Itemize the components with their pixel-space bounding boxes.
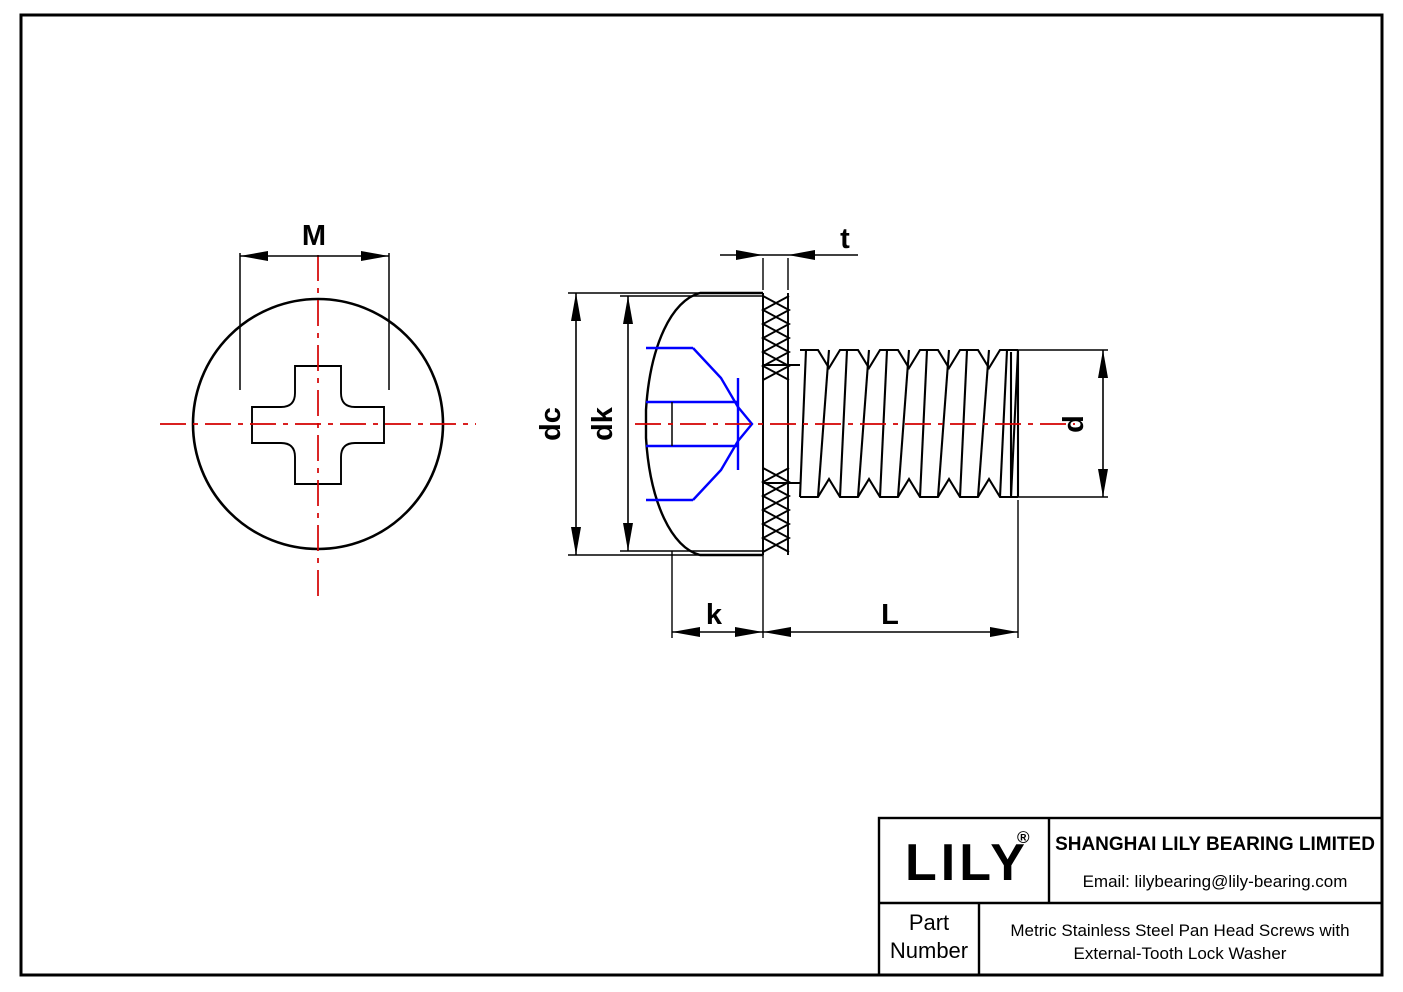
dimension-label-k: k [706, 599, 723, 631]
dimension-k: k [671, 551, 764, 638]
arrow-M-left [240, 251, 268, 261]
dimension-label-t: t [840, 223, 850, 255]
dimension-L: L [763, 500, 1019, 638]
arrow-t-right [788, 250, 815, 260]
screw-side-view: t dc dk d [535, 223, 1108, 638]
dimension-dc: dc [535, 292, 763, 556]
part-number-label-line2: Number [890, 938, 968, 963]
recess-projection-lines [646, 346, 754, 502]
dimension-label-dc: dc [535, 407, 567, 441]
arrow-dk-top [623, 296, 633, 324]
arrow-M-right [361, 251, 389, 261]
title-block-frame [877, 816, 1384, 977]
company-name: SHANGHAI LILY BEARING LIMITED [1055, 834, 1375, 855]
arrow-dc-bottom [571, 527, 581, 555]
sheet-border [19, 13, 1384, 977]
dimension-M: M [239, 220, 390, 390]
dimension-label-d: d [1058, 415, 1090, 433]
arrow-L-left [763, 627, 791, 637]
arrow-dk-bottom [623, 523, 633, 551]
company-email: Email: lilybearing@lily-bearing.com [1083, 872, 1348, 891]
arrow-d-top [1098, 350, 1108, 378]
dimension-label-M: M [302, 220, 326, 252]
dimension-label-L: L [881, 599, 899, 631]
registered-trademark-icon: ® [1017, 828, 1030, 847]
product-description-line2: External-Tooth Lock Washer [1074, 944, 1287, 963]
dimension-label-dk: dk [587, 406, 619, 441]
arrow-L-right [990, 627, 1018, 637]
phillips-cross-recess [251, 365, 385, 485]
dimension-d: d [1011, 349, 1108, 498]
lily-logo-text: LILY [905, 834, 1029, 892]
part-number-label-line1: Part [909, 910, 949, 935]
arrow-t-left [736, 250, 763, 260]
dimension-dk: dk [587, 295, 763, 552]
product-description-line1: Metric Stainless Steel Pan Head Screws w… [1010, 921, 1349, 940]
arrow-dc-top [571, 293, 581, 321]
arrow-k-right [735, 627, 763, 637]
arrow-k-left [672, 627, 700, 637]
title-block: LILY ® SHANGHAI LILY BEARING LIMITED Ema… [877, 816, 1384, 977]
head-top-view: M [160, 220, 476, 600]
arrow-d-bottom [1098, 469, 1108, 497]
dimension-t: t [720, 223, 858, 290]
